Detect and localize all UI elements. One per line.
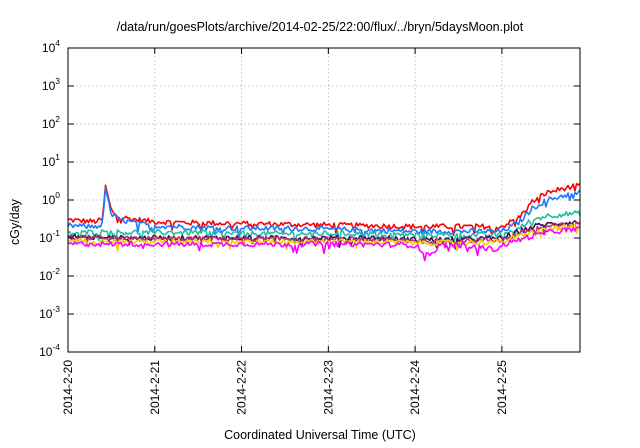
grid-lines	[68, 48, 580, 352]
x-tick-label: 2014-2-24	[408, 360, 422, 415]
x-tick-label: 2014-2-21	[148, 360, 162, 415]
series-line-3	[67, 220, 581, 250]
y-tick-label: 100	[42, 190, 60, 207]
y-tick-label: 103	[42, 76, 60, 93]
y-tick-label: 10-1	[39, 228, 60, 245]
y-tick-label: 10-4	[39, 342, 60, 359]
x-axis-label: Coordinated Universal Time (UTC)	[224, 428, 416, 442]
chart-title: /data/run/goesPlots/archive/2014-02-25/2…	[116, 20, 524, 34]
x-tick-label: 2014-2-25	[495, 360, 509, 415]
series-line-6	[67, 226, 581, 262]
x-tick-label: 2014-2-20	[61, 360, 75, 415]
y-tick-label: 104	[42, 38, 60, 55]
x-tick-label: 2014-2-23	[321, 360, 335, 415]
y-tick-label: 102	[42, 114, 60, 131]
axes-ticks: 10-4 10-3 10-2 10-1 100 101 102 103 104 2014-2-20…	[39, 38, 580, 415]
series-line-2	[67, 210, 581, 245]
series-line-5	[67, 223, 581, 252]
x-tick-label: 2014-2-22	[235, 360, 249, 415]
y-tick-label: 10-3	[39, 304, 60, 321]
y-tick-label: 10-2	[39, 266, 60, 283]
y-tick-label: 101	[42, 152, 60, 169]
series-group	[67, 182, 581, 262]
